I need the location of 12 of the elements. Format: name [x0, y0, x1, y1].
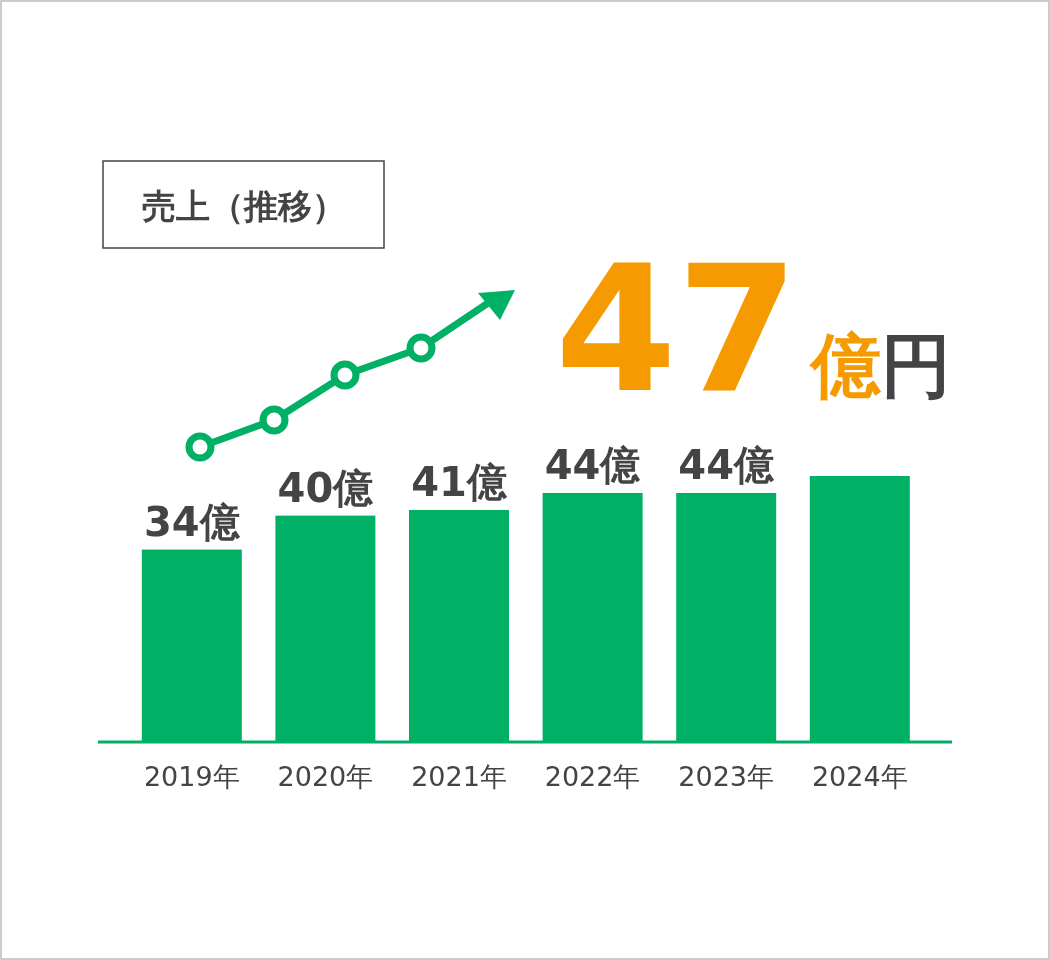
x-tick-label: 2021年	[411, 761, 507, 792]
data-label: 44億	[678, 441, 776, 488]
data-label: 40億	[277, 464, 375, 511]
data-label: 44億	[544, 441, 642, 488]
x-tick-label: 2019年	[143, 761, 240, 792]
data-label: 34億	[143, 498, 241, 545]
x-tick-label: 2022年	[544, 761, 641, 792]
x-tick-label: 2023年	[678, 761, 775, 792]
chart-title: 売上（推移）	[141, 186, 346, 226]
data-label: 41億	[411, 458, 508, 505]
x-tick-label: 2020年	[277, 761, 374, 792]
x-tick-label: 2024年	[811, 761, 908, 792]
